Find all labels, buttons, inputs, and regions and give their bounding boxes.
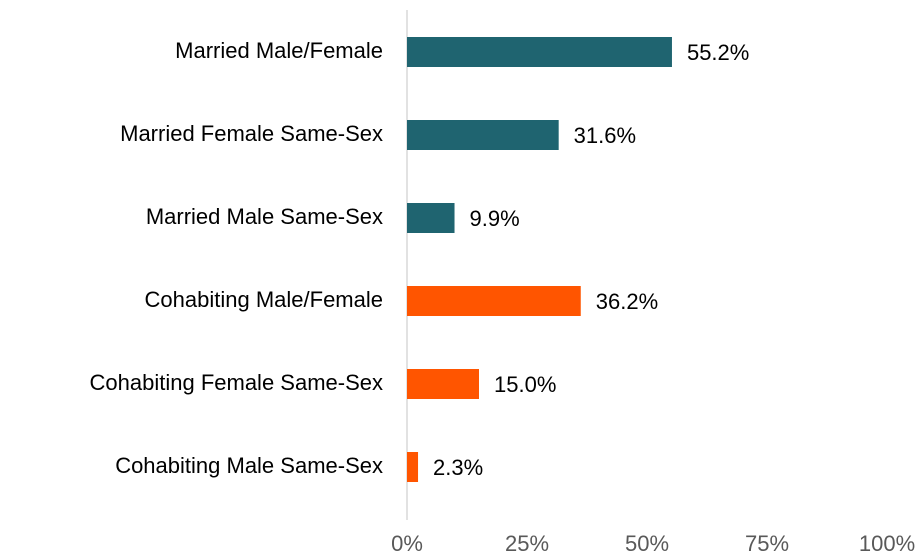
bar — [407, 37, 672, 67]
value-label: 36.2% — [596, 289, 658, 314]
bar — [407, 203, 455, 233]
category-label: Married Male Same-Sex — [146, 204, 383, 229]
value-label: 15.0% — [494, 372, 556, 397]
bar — [407, 369, 479, 399]
value-label: 2.3% — [433, 455, 483, 480]
bar — [407, 120, 559, 150]
x-tick-label: 50% — [625, 531, 669, 556]
category-label: Cohabiting Male Same-Sex — [115, 453, 383, 478]
value-label: 9.9% — [470, 206, 520, 231]
category-label: Married Male/Female — [175, 38, 383, 63]
x-tick-label: 25% — [505, 531, 549, 556]
bar — [407, 286, 581, 316]
x-tick-label: 0% — [391, 531, 423, 556]
x-tick-label: 75% — [745, 531, 789, 556]
bar — [407, 452, 419, 482]
x-tick-label: 100% — [859, 531, 915, 556]
category-label: Married Female Same-Sex — [120, 121, 383, 146]
value-label: 55.2% — [687, 40, 749, 65]
category-label: Cohabiting Male/Female — [145, 287, 383, 312]
value-label: 31.6% — [574, 123, 636, 148]
category-label: Cohabiting Female Same-Sex — [90, 370, 383, 395]
